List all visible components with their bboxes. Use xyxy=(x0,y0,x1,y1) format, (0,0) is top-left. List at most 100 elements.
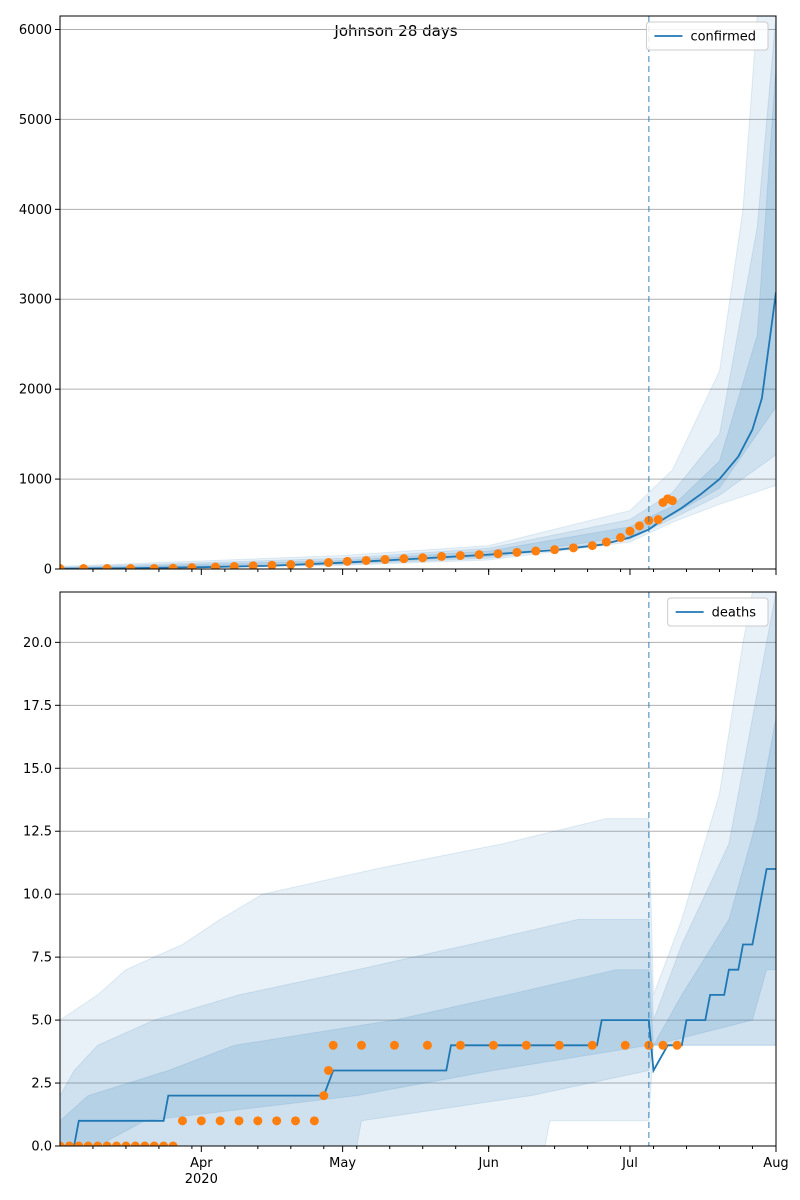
data-point xyxy=(488,1040,498,1050)
data-point xyxy=(672,1040,682,1050)
data-point xyxy=(653,515,663,525)
x-tick-label: Aug xyxy=(763,1156,788,1171)
data-point xyxy=(550,545,560,555)
data-point xyxy=(112,1141,122,1146)
data-point xyxy=(512,547,522,557)
data-point xyxy=(554,1040,564,1050)
confirmed-panel: 0 1000 2000 3000 4000 5000 6000 confirmed xyxy=(19,15,777,578)
data-point xyxy=(616,533,626,543)
y-tick-label: 2000 xyxy=(19,383,52,398)
data-point xyxy=(229,561,239,569)
y-tick-label: 2.5 xyxy=(31,1077,52,1092)
data-point xyxy=(361,555,371,565)
data-point xyxy=(568,543,578,553)
plot-area xyxy=(60,16,776,569)
data-point xyxy=(60,564,65,569)
data-point xyxy=(83,1141,93,1146)
y-tick-label: 1000 xyxy=(19,473,52,488)
legend: deaths xyxy=(667,597,769,627)
data-point xyxy=(601,537,611,547)
data-point xyxy=(309,1116,319,1126)
data-point xyxy=(437,551,447,561)
y-tick-label: 17.5 xyxy=(23,699,52,714)
deaths-panel: 0.0 2.5 5.0 7.5 10.0 12.5 15.0 17.5 20.0 Apr 2020 M… xyxy=(23,591,789,1187)
data-point xyxy=(130,1141,140,1146)
x-tick-label: May xyxy=(329,1156,356,1171)
data-point xyxy=(305,559,315,569)
plot-area xyxy=(60,592,776,1146)
grid xyxy=(60,641,776,1147)
data-point xyxy=(474,550,484,560)
y-tick-label: 4000 xyxy=(19,203,52,218)
data-point xyxy=(286,560,296,569)
data-point xyxy=(324,1065,333,1075)
data-point xyxy=(667,496,677,506)
data-point xyxy=(625,526,635,536)
data-point xyxy=(196,1116,206,1126)
data-point xyxy=(248,561,258,569)
data-point xyxy=(140,1141,150,1146)
data-point xyxy=(215,1116,225,1126)
data-point xyxy=(291,1116,301,1126)
data-point xyxy=(168,1141,178,1146)
legend-label: confirmed xyxy=(690,30,756,45)
data-point xyxy=(64,1141,74,1146)
y-tick-label: 15.0 xyxy=(23,762,52,777)
y-tick-label: 7.5 xyxy=(31,951,52,966)
data-point xyxy=(380,555,390,565)
data-point xyxy=(342,556,352,566)
band-middle xyxy=(60,16,776,569)
data-point xyxy=(234,1116,244,1126)
legend-label: deaths xyxy=(712,606,757,621)
data-point xyxy=(634,521,644,531)
y-tick-label: 3000 xyxy=(19,293,52,308)
data-point xyxy=(159,1141,169,1146)
data-point xyxy=(493,549,503,559)
figure-title: Johnson 28 days xyxy=(333,22,457,40)
data-point xyxy=(319,1091,329,1101)
data-point xyxy=(521,1040,531,1050)
y-tick-label: 0 xyxy=(44,563,52,578)
y-tick-label: 5000 xyxy=(19,113,52,128)
band-outer xyxy=(60,592,776,1146)
data-point xyxy=(422,1040,432,1050)
data-point xyxy=(620,1040,630,1050)
data-point xyxy=(177,1116,187,1126)
axes-frame xyxy=(59,15,777,570)
band-inner xyxy=(60,717,776,1146)
data-point xyxy=(587,1040,597,1050)
legend-box xyxy=(645,21,769,51)
data-point xyxy=(102,564,112,569)
x-tick-label: Apr 2020 xyxy=(185,1156,218,1187)
data-point xyxy=(121,1141,131,1146)
data-point xyxy=(253,1116,263,1126)
series-line-confirmed xyxy=(60,291,776,569)
data-point xyxy=(658,1040,668,1050)
data-point xyxy=(455,551,465,561)
x-tick-label: Jun xyxy=(478,1156,499,1171)
data-point xyxy=(455,1040,465,1050)
data-point xyxy=(126,564,136,569)
y-tick-label: 10.0 xyxy=(23,888,52,903)
data-point xyxy=(187,563,197,569)
data-point xyxy=(399,554,409,564)
data-point xyxy=(356,1040,366,1050)
data-point xyxy=(272,1116,282,1126)
data-point xyxy=(389,1040,399,1050)
y-tick-label: 6000 xyxy=(19,23,52,38)
y-tick-label: 0.0 xyxy=(31,1140,52,1155)
x-tick-label: Jul xyxy=(621,1156,638,1171)
data-point xyxy=(531,546,541,556)
y-tick-label: 20.0 xyxy=(23,636,52,651)
data-point xyxy=(102,1141,112,1146)
data-point xyxy=(418,553,428,563)
band-inner xyxy=(60,65,776,569)
data-point xyxy=(328,1040,338,1050)
data-point xyxy=(60,1141,65,1146)
band-outer xyxy=(60,16,776,569)
data-point xyxy=(267,560,277,569)
data-point xyxy=(79,564,89,569)
data-point xyxy=(149,1141,159,1146)
data-point xyxy=(74,1141,84,1146)
